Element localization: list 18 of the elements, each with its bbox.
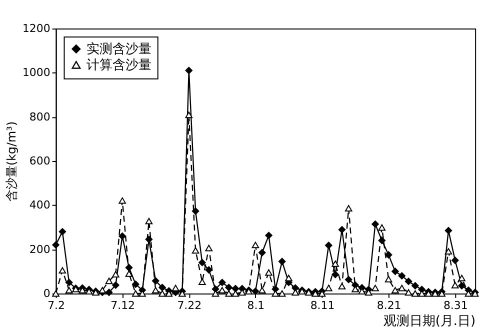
x-tick-label: 8.1 xyxy=(247,298,265,312)
y-tick-label: 0 xyxy=(43,286,50,300)
x-tick-label: 8.21 xyxy=(376,298,402,312)
x-tick-label: 8.31 xyxy=(443,298,468,312)
x-tick-label: 7.12 xyxy=(110,298,136,312)
legend-label: 计算含沙量 xyxy=(86,58,152,73)
x-tick-label: 8.11 xyxy=(310,298,335,312)
y-axis-title: 含沙量(kg/m³) xyxy=(4,121,18,202)
y-tick-label: 800 xyxy=(29,110,50,124)
x-tick-label: 7.22 xyxy=(177,298,202,312)
y-tick-label: 1200 xyxy=(22,22,50,36)
x-tick-label: 7.2 xyxy=(48,298,65,312)
legend-label: 实测含沙量 xyxy=(86,42,152,57)
y-tick-label: 400 xyxy=(29,198,50,212)
x-axis-title: 观测日期(月.日) xyxy=(383,314,476,327)
y-tick-label: 600 xyxy=(29,154,50,168)
y-tick-label: 1000 xyxy=(22,66,50,80)
y-tick-label: 200 xyxy=(29,242,50,256)
